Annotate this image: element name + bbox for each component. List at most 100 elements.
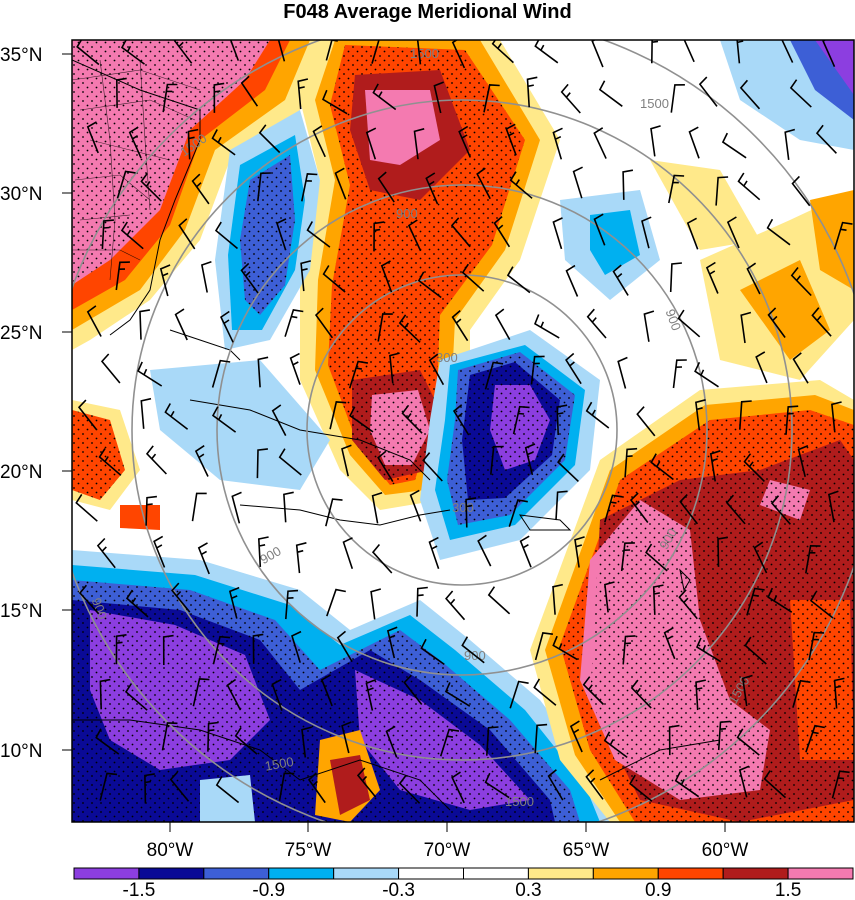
wind-barb: [694, 361, 719, 388]
wind-barb: [505, 123, 517, 156]
wind-barb: [534, 314, 560, 339]
wind-barb: [560, 83, 581, 114]
wind-barb: [698, 76, 718, 107]
wind-barb: [452, 404, 470, 436]
wind-barb: [753, 541, 768, 574]
wind-barb: [641, 216, 652, 249]
ring-label: 900: [663, 307, 685, 333]
wind-barb: [725, 494, 746, 525]
wind-barb: [115, 261, 130, 291]
map-title: F048 Average Meridional Wind: [283, 1, 572, 23]
wind-barb: [228, 586, 240, 619]
wind-barb: [101, 219, 114, 250]
wind-barb: [187, 128, 199, 160]
colorbar-swatch: [722, 867, 789, 880]
wind-barb: [300, 260, 311, 292]
wind-barb: [433, 81, 444, 114]
wind-barb: [226, 678, 242, 711]
wind-barb: [679, 494, 699, 525]
wind-barb: [622, 635, 636, 665]
wind-barb: [115, 77, 127, 108]
wind-barb: [508, 499, 528, 527]
wind-barb: [636, 406, 656, 437]
wind-barb: [668, 724, 680, 756]
wind-barb: [420, 638, 445, 666]
lat-tick-label: 20°N: [0, 462, 42, 483]
wind-barb: [398, 774, 421, 804]
map-plot-area: 1500 1500 1500 900 900 900 900 900 900 3…: [72, 40, 854, 822]
wind-barb: [334, 167, 347, 200]
wind-barb: [212, 635, 231, 665]
wind-barb: [451, 771, 465, 804]
positive-plume-atlantic: [300, 40, 560, 510]
wind-barb: [695, 679, 706, 711]
wind-barb: [372, 83, 397, 111]
wind-barb: [320, 674, 333, 707]
wind-barb: [530, 355, 545, 385]
wind-barb: [284, 308, 304, 337]
wind-barb: [739, 79, 761, 110]
wind-barb: [717, 536, 729, 567]
wind-barb: [744, 636, 767, 665]
wind-barb: [95, 728, 120, 755]
positive-patches-east: [72, 160, 854, 530]
wind-barb: [585, 769, 604, 800]
wind-barb: [651, 40, 659, 64]
wind-barb: [86, 121, 99, 154]
wind-barb: [450, 217, 471, 248]
wind-barb: [386, 626, 398, 659]
wind-barb: [650, 453, 674, 481]
wind-barb: [211, 359, 231, 388]
wind-barb: [240, 262, 259, 294]
negative-patches-scattered: [150, 40, 854, 490]
wind-barb: [629, 492, 649, 523]
wind-barb: [207, 721, 219, 752]
wind-barb: [526, 76, 538, 108]
wind-barb: [174, 308, 188, 341]
wind-barb: [356, 767, 377, 798]
wind-barb: [556, 404, 568, 436]
wind-barb: [593, 127, 607, 159]
wind-barb: [145, 445, 167, 475]
wind-barb: [645, 543, 668, 572]
ring-label: 1500: [505, 794, 534, 809]
wind-barb: [552, 583, 563, 615]
wind-barb: [565, 264, 579, 297]
wind-barb: [77, 399, 97, 430]
ring-label: 1500: [410, 46, 439, 61]
colorbar-label: -1.5: [123, 880, 156, 900]
wind-barb: [219, 310, 234, 343]
wind-barb: [792, 352, 809, 384]
wind-barb: [342, 537, 354, 570]
lat-tick-label: 25°N: [0, 323, 42, 344]
wind-barb: [805, 724, 825, 753]
wind-barb: [145, 495, 157, 526]
wind-barb: [341, 721, 352, 754]
wind-barb: [120, 221, 144, 250]
wind-barb: [484, 772, 510, 799]
wind-barb: [214, 221, 239, 250]
colorbar: -1.5 -0.9 -0.3 0.3 0.9 1.5: [73, 867, 854, 900]
wind-barb: [139, 309, 151, 340]
wind-barb: [827, 490, 839, 523]
wind-barb: [493, 215, 511, 248]
colorbar-swatch: [268, 867, 335, 880]
wind-barb: [291, 630, 302, 663]
wind-barb: [622, 169, 634, 200]
wind-barb: [194, 445, 209, 477]
wind-barb: [831, 401, 842, 433]
wind-barb: [572, 166, 583, 199]
wind-barb: [509, 680, 529, 709]
colorbar-swatch: [463, 867, 529, 880]
wind-barb: [593, 213, 606, 246]
colorbar-label: 0.9: [645, 880, 671, 900]
wind-barb: [403, 674, 423, 705]
wind-barb: [652, 584, 664, 615]
wind-barb: [377, 313, 393, 342]
wind-barb: [428, 353, 445, 386]
wind-barb: [425, 172, 439, 205]
wind-barb: [512, 405, 530, 435]
wind-barb: [790, 267, 812, 297]
wind-barb: [98, 448, 122, 476]
wind-barb: [258, 124, 281, 154]
